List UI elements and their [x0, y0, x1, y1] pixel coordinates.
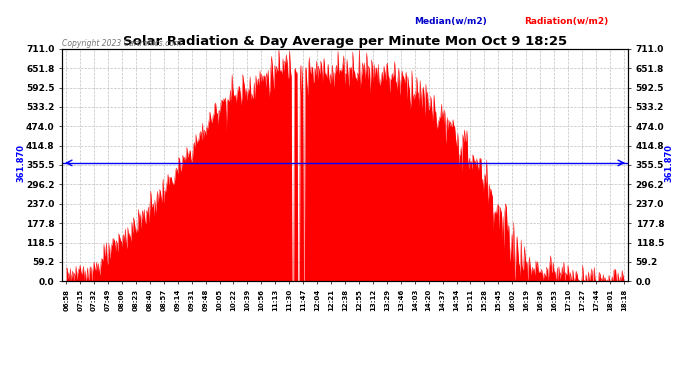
Text: 361.870: 361.870 — [664, 144, 673, 182]
Text: Copyright 2023 Cartronics.com: Copyright 2023 Cartronics.com — [62, 39, 181, 48]
Text: Median(w/m2): Median(w/m2) — [414, 17, 486, 26]
Title: Solar Radiation & Day Average per Minute Mon Oct 9 18:25: Solar Radiation & Day Average per Minute… — [123, 34, 567, 48]
Text: Radiation(w/m2): Radiation(w/m2) — [524, 17, 609, 26]
Text: 361.870: 361.870 — [17, 144, 26, 182]
